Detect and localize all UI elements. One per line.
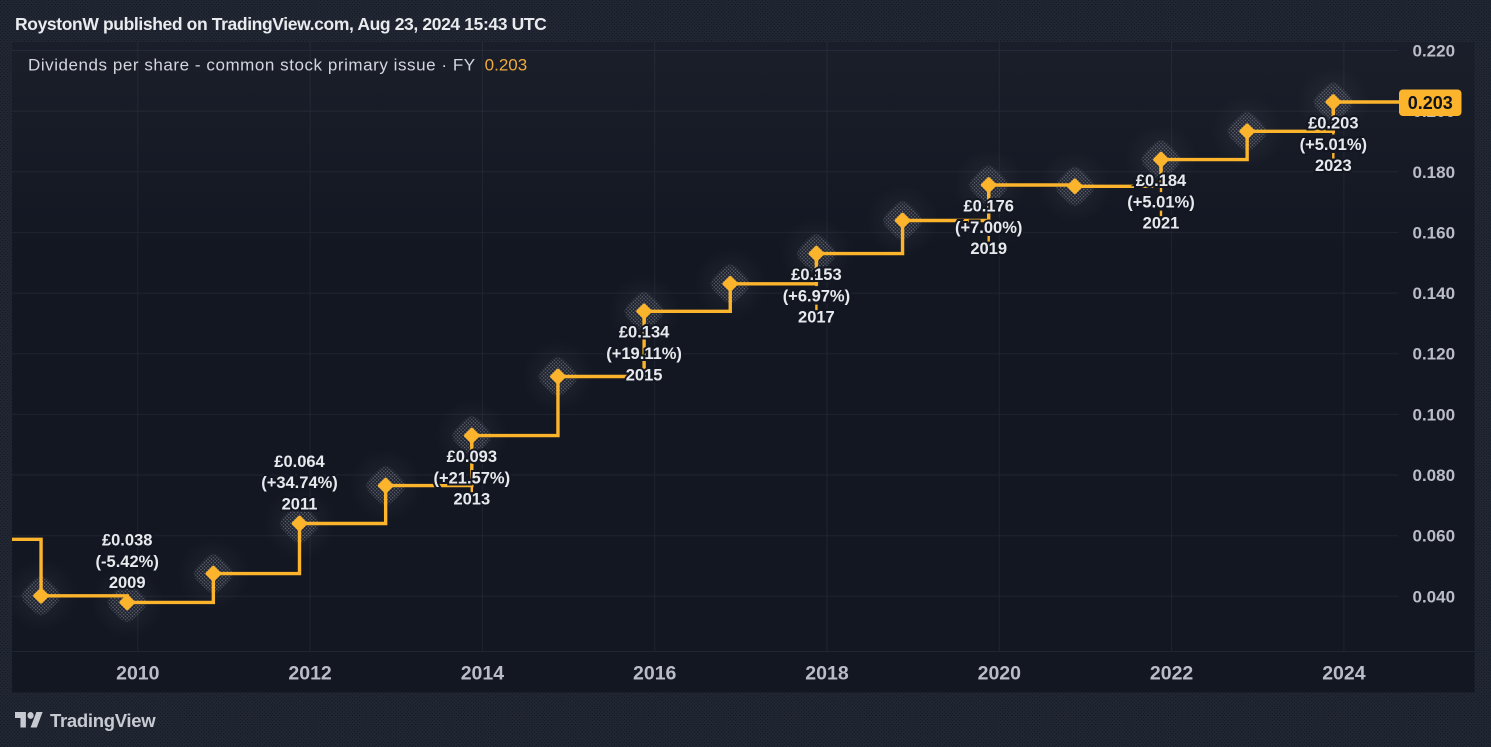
svg-text:2013: 2013	[453, 491, 490, 509]
svg-text:0.120: 0.120	[1413, 345, 1456, 364]
svg-text:2018: 2018	[805, 663, 849, 685]
svg-text:2020: 2020	[978, 663, 1022, 685]
svg-text:£0.134: £0.134	[619, 324, 670, 342]
svg-text:0.040: 0.040	[1413, 587, 1456, 606]
svg-text:2022: 2022	[1150, 663, 1194, 685]
svg-text:0.160: 0.160	[1413, 223, 1456, 242]
svg-text:£0.064: £0.064	[274, 453, 325, 471]
svg-text:£0.038: £0.038	[102, 532, 152, 550]
svg-text:0.180: 0.180	[1413, 163, 1456, 182]
svg-text:(+6.97%): (+6.97%)	[783, 287, 850, 305]
svg-text:0.100: 0.100	[1413, 405, 1456, 424]
svg-text:2023: 2023	[1315, 157, 1352, 175]
svg-text:2009: 2009	[109, 574, 146, 592]
svg-text:2019: 2019	[970, 240, 1007, 258]
svg-text:0.140: 0.140	[1413, 284, 1456, 303]
svg-text:0.203: 0.203	[1408, 93, 1453, 113]
svg-text:2010: 2010	[116, 663, 160, 685]
svg-text:0.220: 0.220	[1413, 42, 1456, 61]
svg-text:£0.153: £0.153	[791, 266, 841, 284]
svg-text:(+34.74%): (+34.74%)	[261, 474, 338, 492]
svg-text:2017: 2017	[798, 309, 835, 327]
svg-text:2011: 2011	[282, 495, 318, 513]
svg-text:£0.203: £0.203	[1308, 114, 1358, 132]
svg-text:£0.176: £0.176	[963, 197, 1013, 215]
svg-text:2024: 2024	[1322, 663, 1366, 685]
svg-text:(+7.00%): (+7.00%)	[955, 219, 1022, 237]
svg-text:£0.184: £0.184	[1136, 172, 1187, 190]
svg-text:2015: 2015	[626, 366, 663, 384]
svg-text:2012: 2012	[288, 663, 332, 685]
svg-text:2021: 2021	[1143, 215, 1180, 233]
svg-text:(+5.01%): (+5.01%)	[1300, 136, 1367, 154]
svg-text:£0.093: £0.093	[447, 448, 497, 466]
svg-text:(+21.57%): (+21.57%)	[434, 469, 511, 487]
svg-text:Dividends per share - common s: Dividends per share - common stock prima…	[28, 56, 527, 75]
svg-text:(+5.01%): (+5.01%)	[1127, 193, 1194, 211]
svg-text:2014: 2014	[461, 663, 505, 685]
svg-text:(+19.11%): (+19.11%)	[606, 345, 682, 363]
svg-text:0.080: 0.080	[1413, 466, 1456, 485]
svg-text:2016: 2016	[633, 663, 677, 685]
svg-text:(-5.42%): (-5.42%)	[96, 553, 159, 571]
svg-text:0.060: 0.060	[1413, 527, 1456, 546]
